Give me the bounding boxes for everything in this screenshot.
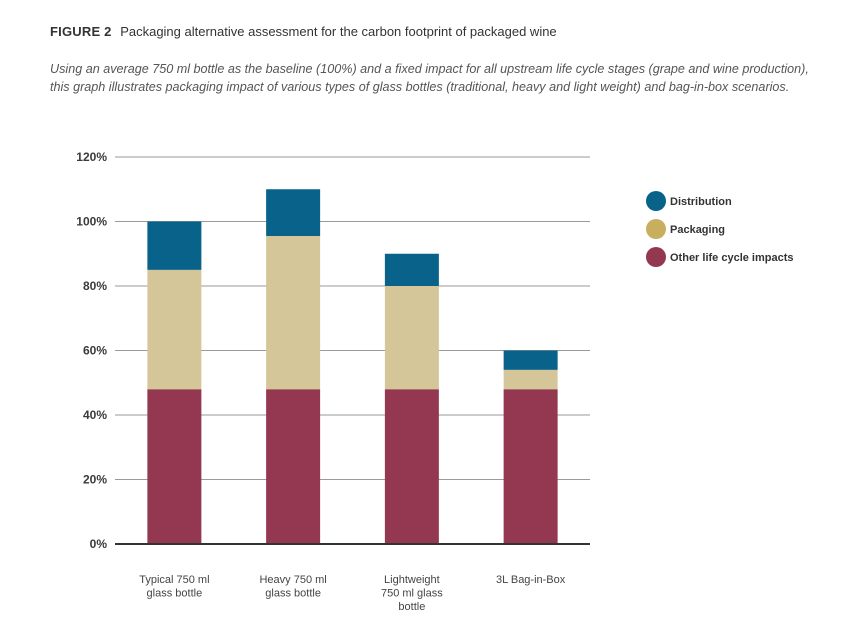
bar-segment — [503, 369, 558, 390]
legend: Distribution Packaging Other life cycle im… — [646, 191, 794, 267]
figure-title-text: Packaging alternative assessment for the… — [120, 24, 557, 39]
y-tick-label: 0% — [90, 537, 108, 551]
bar-segment — [384, 253, 439, 286]
bar-segment — [147, 389, 202, 544]
x-tick-label: Heavy 750 ml glass bottle — [259, 574, 326, 600]
y-tick-label: 40% — [83, 408, 107, 422]
legend-swatch — [646, 219, 666, 239]
bar-segment — [384, 286, 439, 390]
bar-segment — [384, 389, 439, 544]
legend-label: Packaging — [670, 224, 725, 236]
y-tick-label: 80% — [83, 279, 107, 293]
bar-segment — [147, 221, 202, 270]
bar-segment — [503, 350, 558, 370]
y-tick-label: 20% — [83, 473, 107, 487]
x-axis: Typical 750 ml glass bottle Heavy 750 ml gl… — [139, 574, 566, 613]
legend-swatch — [646, 247, 666, 267]
legend-swatch — [646, 191, 666, 211]
bar-segment — [503, 389, 558, 544]
bar-segment — [266, 389, 321, 544]
legend-label: Other life cycle impacts — [670, 252, 794, 264]
legend-label: Distribution — [670, 196, 732, 208]
y-axis: 0% 20% 40% 60% 80% 100% 120% — [76, 150, 107, 551]
figure-caption: Using an average 750 ml bottle as the ba… — [50, 62, 809, 94]
y-tick-label: 60% — [83, 344, 107, 358]
bar-segment — [147, 269, 202, 390]
figure-label: FIGURE 2 — [50, 24, 112, 39]
y-tick-label: 100% — [76, 215, 107, 229]
x-tick-label: Typical 750 ml glass bottle — [139, 574, 209, 600]
bar-segment — [266, 189, 321, 237]
y-tick-label: 120% — [76, 150, 107, 164]
figure-title: FIGURE 2 Packaging alternative assessmen… — [50, 24, 557, 39]
x-tick-label: 3L Bag-in-Box — [496, 574, 566, 586]
bar-segment — [266, 236, 321, 390]
x-tick-label: Lightweight 750 ml glass bottle — [381, 574, 443, 613]
bars — [115, 189, 590, 545]
